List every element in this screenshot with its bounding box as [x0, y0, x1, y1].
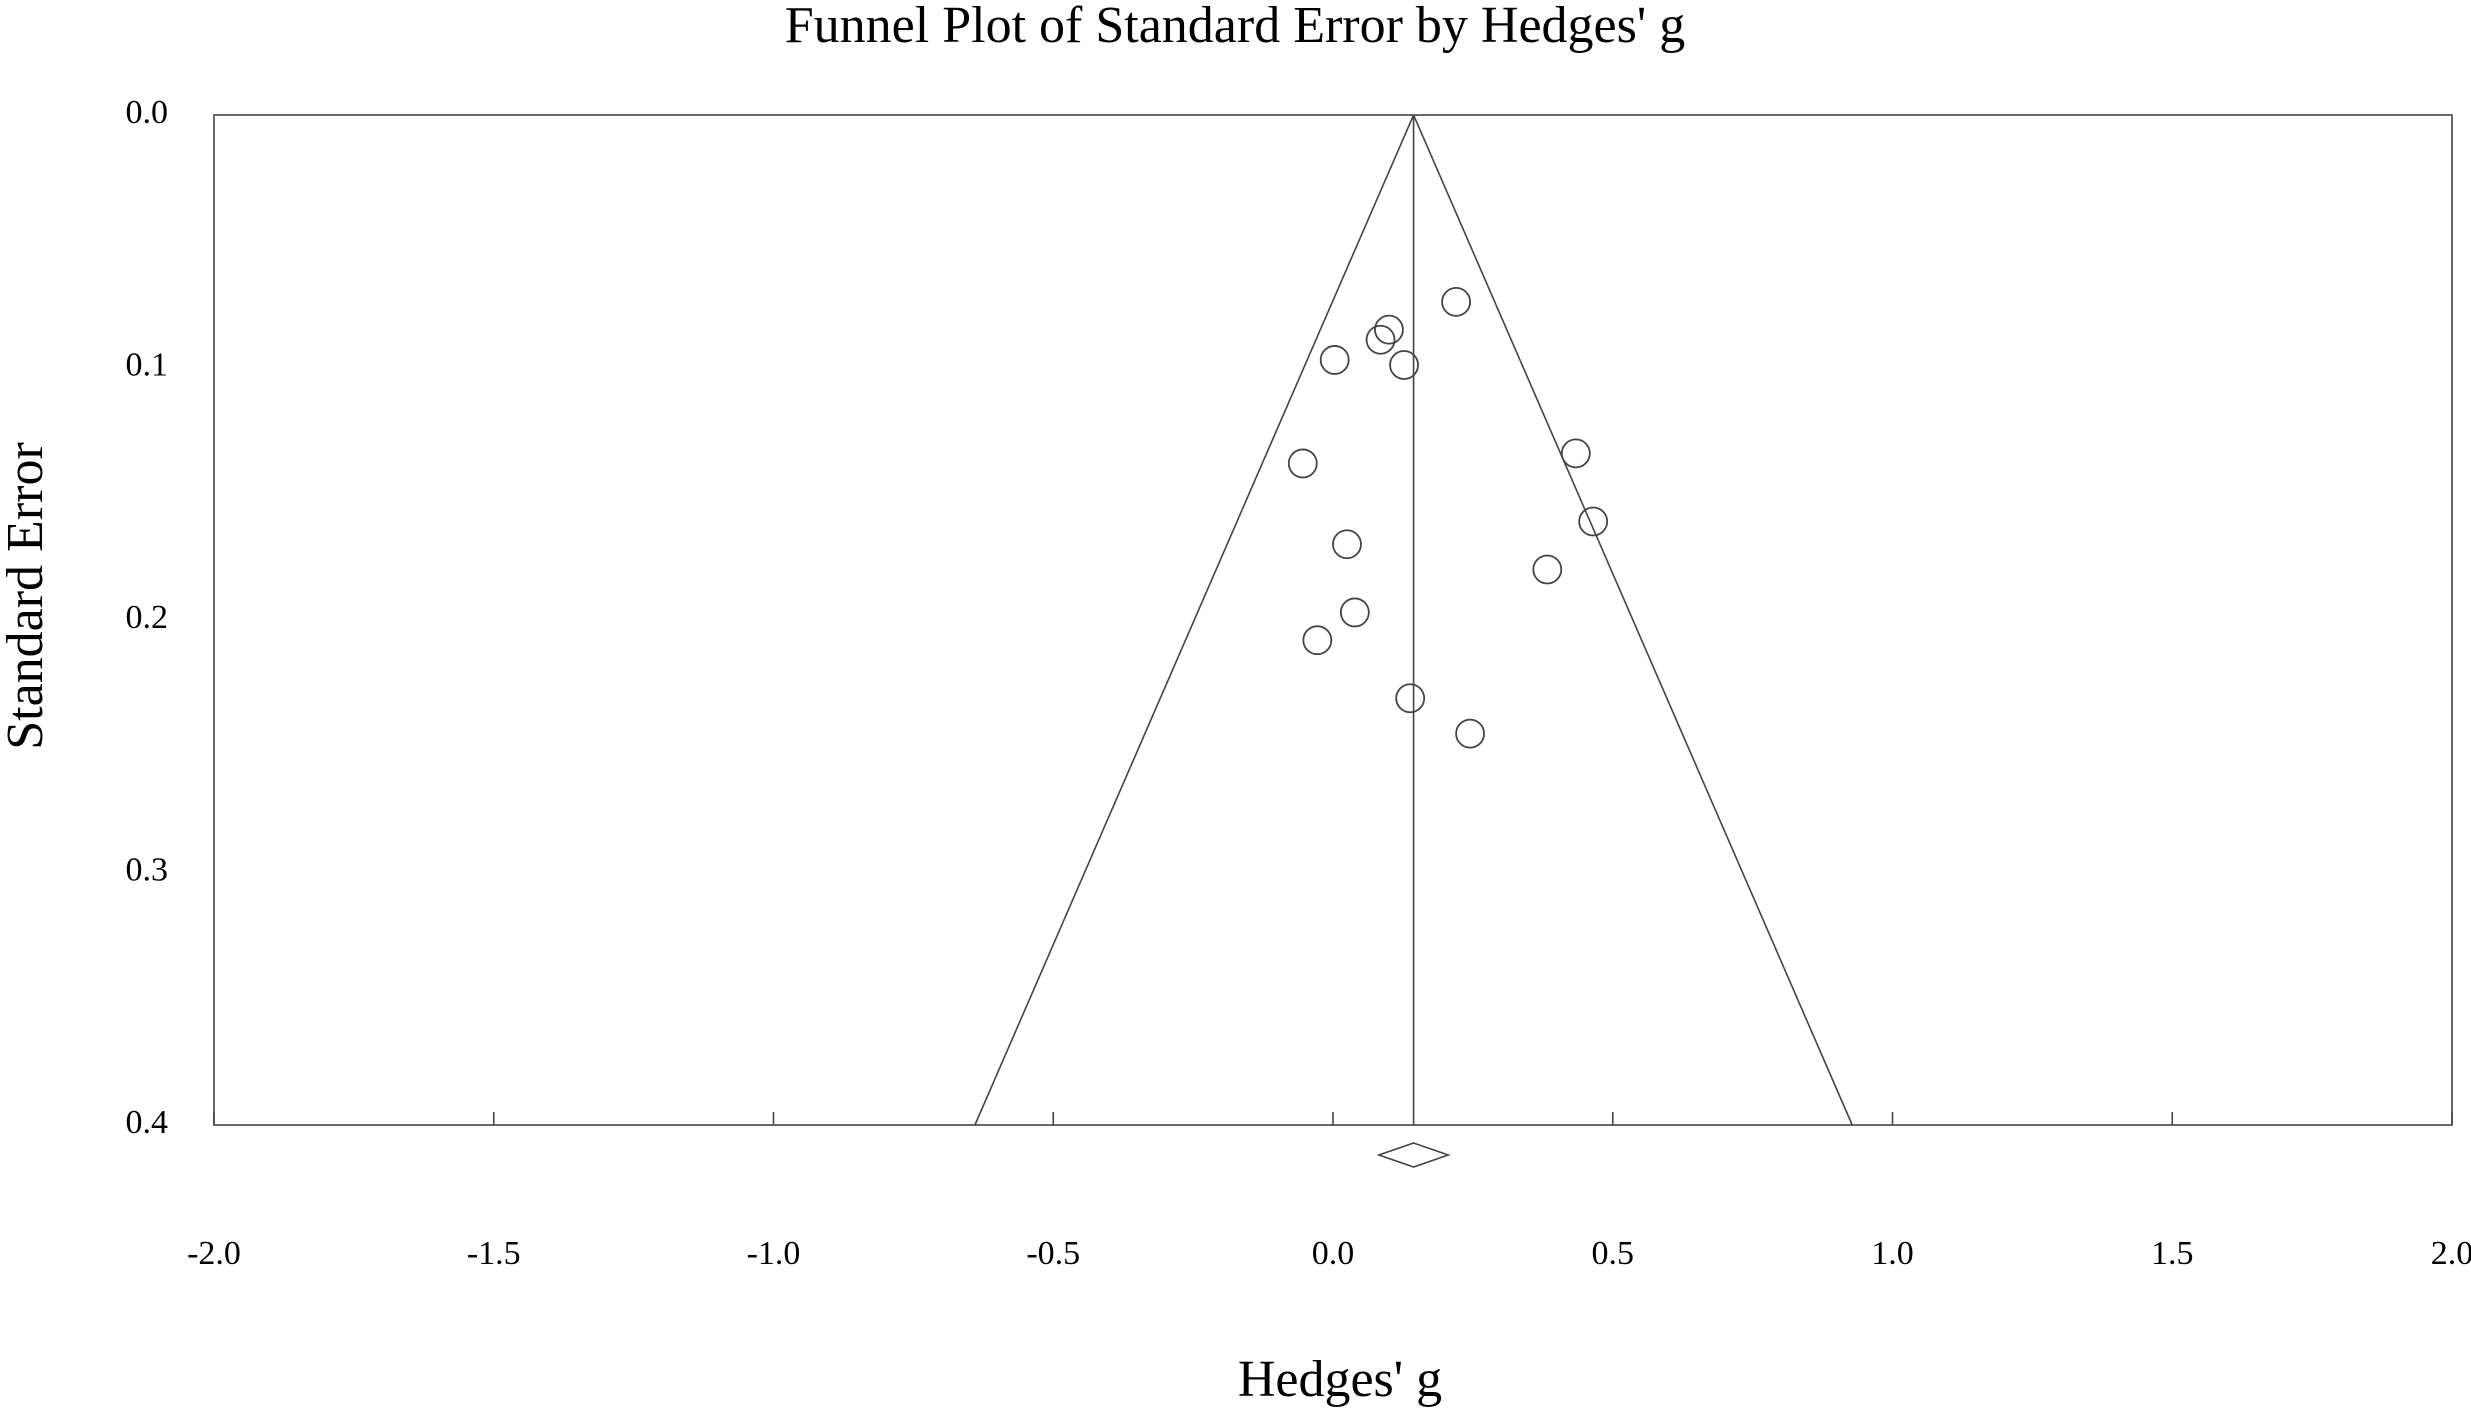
study-point [1395, 683, 1426, 714]
x-tick-label: -1.5 [467, 1235, 521, 1272]
summary-diamond [1376, 1142, 1451, 1168]
study-point [1339, 597, 1370, 628]
y-tick-label: 0.2 [126, 599, 169, 636]
study-point [1365, 324, 1396, 355]
x-tick-label: 2.0 [2431, 1235, 2471, 1272]
funnel-left [974, 114, 1415, 1126]
x-tick-label: -2.0 [187, 1235, 241, 1272]
x-tick-label: -1.0 [747, 1235, 801, 1272]
y-tick-label: 0.3 [126, 851, 169, 888]
study-point [1455, 718, 1485, 749]
study-point [1302, 625, 1333, 656]
y-axis-title: Standard Error [0, 442, 54, 750]
study-point [1532, 554, 1563, 585]
study-point [1319, 345, 1350, 375]
y-tick-label: 0.4 [126, 1104, 169, 1141]
study-point [1441, 286, 1471, 317]
study-point [1389, 350, 1419, 380]
y-tick-label: 0.1 [126, 346, 169, 383]
chart-title: Funnel Plot of Standard Error by Hedges'… [785, 0, 1685, 54]
plot-frame [213, 114, 2453, 1126]
study-point [1332, 529, 1362, 560]
x-tick-label: 1.5 [2151, 1235, 2194, 1272]
study-point [1374, 314, 1404, 345]
x-axis-title: Hedges' g [1238, 1351, 1442, 1408]
x-tick-label: -0.5 [1026, 1235, 1080, 1272]
study-point [1287, 448, 1318, 479]
study-point [1578, 506, 1609, 537]
x-tick-label: 0.0 [1312, 1235, 1355, 1272]
y-tick-label: 0.0 [126, 94, 169, 131]
study-point [1560, 438, 1591, 469]
funnel-right [1412, 114, 1853, 1126]
x-tick-label: 0.5 [1592, 1235, 1635, 1272]
x-tick-label: 1.0 [1871, 1235, 1914, 1272]
